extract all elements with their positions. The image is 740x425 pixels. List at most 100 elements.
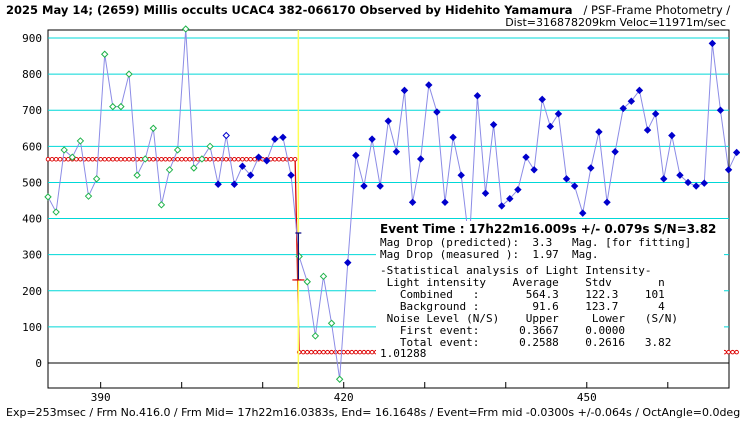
chart-subtitle: Dist=316878209km Veloc=11971m/sec xyxy=(505,16,726,29)
model-marker xyxy=(130,156,136,162)
data-point xyxy=(416,155,425,163)
data-point xyxy=(554,110,563,118)
data-point xyxy=(92,175,101,183)
model-marker xyxy=(126,156,132,162)
model-marker xyxy=(288,156,294,162)
data-point xyxy=(376,182,384,190)
data-point xyxy=(279,133,287,142)
data-point xyxy=(716,106,725,114)
model-marker xyxy=(325,349,330,355)
model-marker xyxy=(357,349,363,355)
info-panel-bg xyxy=(376,221,724,357)
data-point xyxy=(141,155,149,163)
model-marker xyxy=(232,156,237,162)
data-point xyxy=(335,375,344,383)
model-marker xyxy=(353,349,359,355)
model-marker xyxy=(215,156,221,162)
model-marker xyxy=(292,156,298,162)
data-point xyxy=(473,92,482,100)
model-marker xyxy=(159,156,164,162)
model-marker xyxy=(183,156,188,162)
model-marker xyxy=(179,156,184,162)
x-tick-label-450: 450 xyxy=(577,391,597,404)
model-marker xyxy=(280,156,286,162)
data-point xyxy=(400,86,409,95)
data-point xyxy=(165,166,174,174)
y-tick-label-300: 300 xyxy=(22,249,42,262)
data-point xyxy=(481,189,490,197)
model-marker xyxy=(365,349,371,355)
info-line-8: Noise Level (N/S) Upper Lower (S/N) xyxy=(380,312,678,325)
data-point xyxy=(384,117,392,125)
model-marker xyxy=(122,156,128,162)
data-point xyxy=(52,208,60,216)
y-tick-label-800: 800 xyxy=(22,68,42,81)
chart-title-main: 2025 May 14; (2659) Millis occults UCAC4… xyxy=(6,3,573,17)
marker-label: 1.01288 xyxy=(380,347,426,360)
data-point xyxy=(562,175,571,183)
data-point xyxy=(117,102,125,111)
model-marker xyxy=(313,349,318,355)
data-point xyxy=(530,166,538,174)
model-marker xyxy=(49,156,55,162)
model-marker xyxy=(244,156,249,162)
y-tick-label-100: 100 xyxy=(22,321,42,334)
data-point xyxy=(627,97,636,105)
data-point xyxy=(489,120,498,129)
data-point xyxy=(506,194,514,203)
chart-footer: Exp=253msec / Frm No.416.0 / Frm Mid= 17… xyxy=(6,406,740,419)
model-marker xyxy=(361,349,367,355)
info-line-9: First event: 0.3667 0.0000 xyxy=(380,324,625,337)
model-marker xyxy=(337,349,342,355)
model-marker xyxy=(726,349,731,355)
data-point xyxy=(133,171,141,179)
data-point xyxy=(271,135,279,143)
data-point xyxy=(692,182,700,190)
data-point xyxy=(457,171,465,179)
data-point xyxy=(538,95,546,104)
y-tick-label-400: 400 xyxy=(22,213,42,226)
data-point xyxy=(254,153,263,161)
data-point xyxy=(101,50,109,58)
data-point xyxy=(514,185,522,194)
data-point xyxy=(287,171,295,179)
model-marker xyxy=(345,349,351,355)
model-marker xyxy=(163,156,168,162)
data-point xyxy=(206,142,214,151)
model-marker xyxy=(74,156,79,162)
model-marker xyxy=(369,349,375,355)
data-point xyxy=(611,148,619,156)
model-marker xyxy=(252,156,257,162)
data-point xyxy=(311,332,320,340)
info-line-4: -Statistical analysis of Light Intensity… xyxy=(380,264,652,277)
model-marker xyxy=(175,156,180,162)
data-point xyxy=(497,202,506,210)
model-marker xyxy=(349,349,355,355)
data-point xyxy=(619,104,627,113)
data-point xyxy=(44,193,52,201)
data-point xyxy=(708,39,717,48)
data-point xyxy=(433,108,441,116)
model-marker xyxy=(57,156,63,162)
data-point xyxy=(76,137,85,145)
info-line-1: Mag Drop (predicted): 3.3 Mag. [for fitt… xyxy=(380,236,691,249)
data-point xyxy=(352,151,360,160)
y-axis-ticks: 0 100 200 300 400 500 600 700 800 900 xyxy=(22,32,42,370)
model-marker xyxy=(730,349,735,355)
model-marker xyxy=(240,156,245,162)
data-point xyxy=(441,198,449,207)
info-line-7: Background : 91.6 123.7 4 xyxy=(380,300,665,313)
x-tick-label-420: 420 xyxy=(334,391,354,404)
model-marker xyxy=(45,156,51,162)
data-point xyxy=(700,179,708,187)
model-marker xyxy=(207,156,213,162)
data-point xyxy=(587,164,595,172)
data-point xyxy=(408,198,417,207)
y-tick-label-600: 600 xyxy=(22,140,42,153)
info-line-2: Mag Drop (measured ): 1.97 Mag. xyxy=(380,248,599,261)
data-point xyxy=(570,182,579,190)
data-point xyxy=(263,157,271,165)
data-point xyxy=(522,153,530,161)
model-marker xyxy=(98,156,103,162)
